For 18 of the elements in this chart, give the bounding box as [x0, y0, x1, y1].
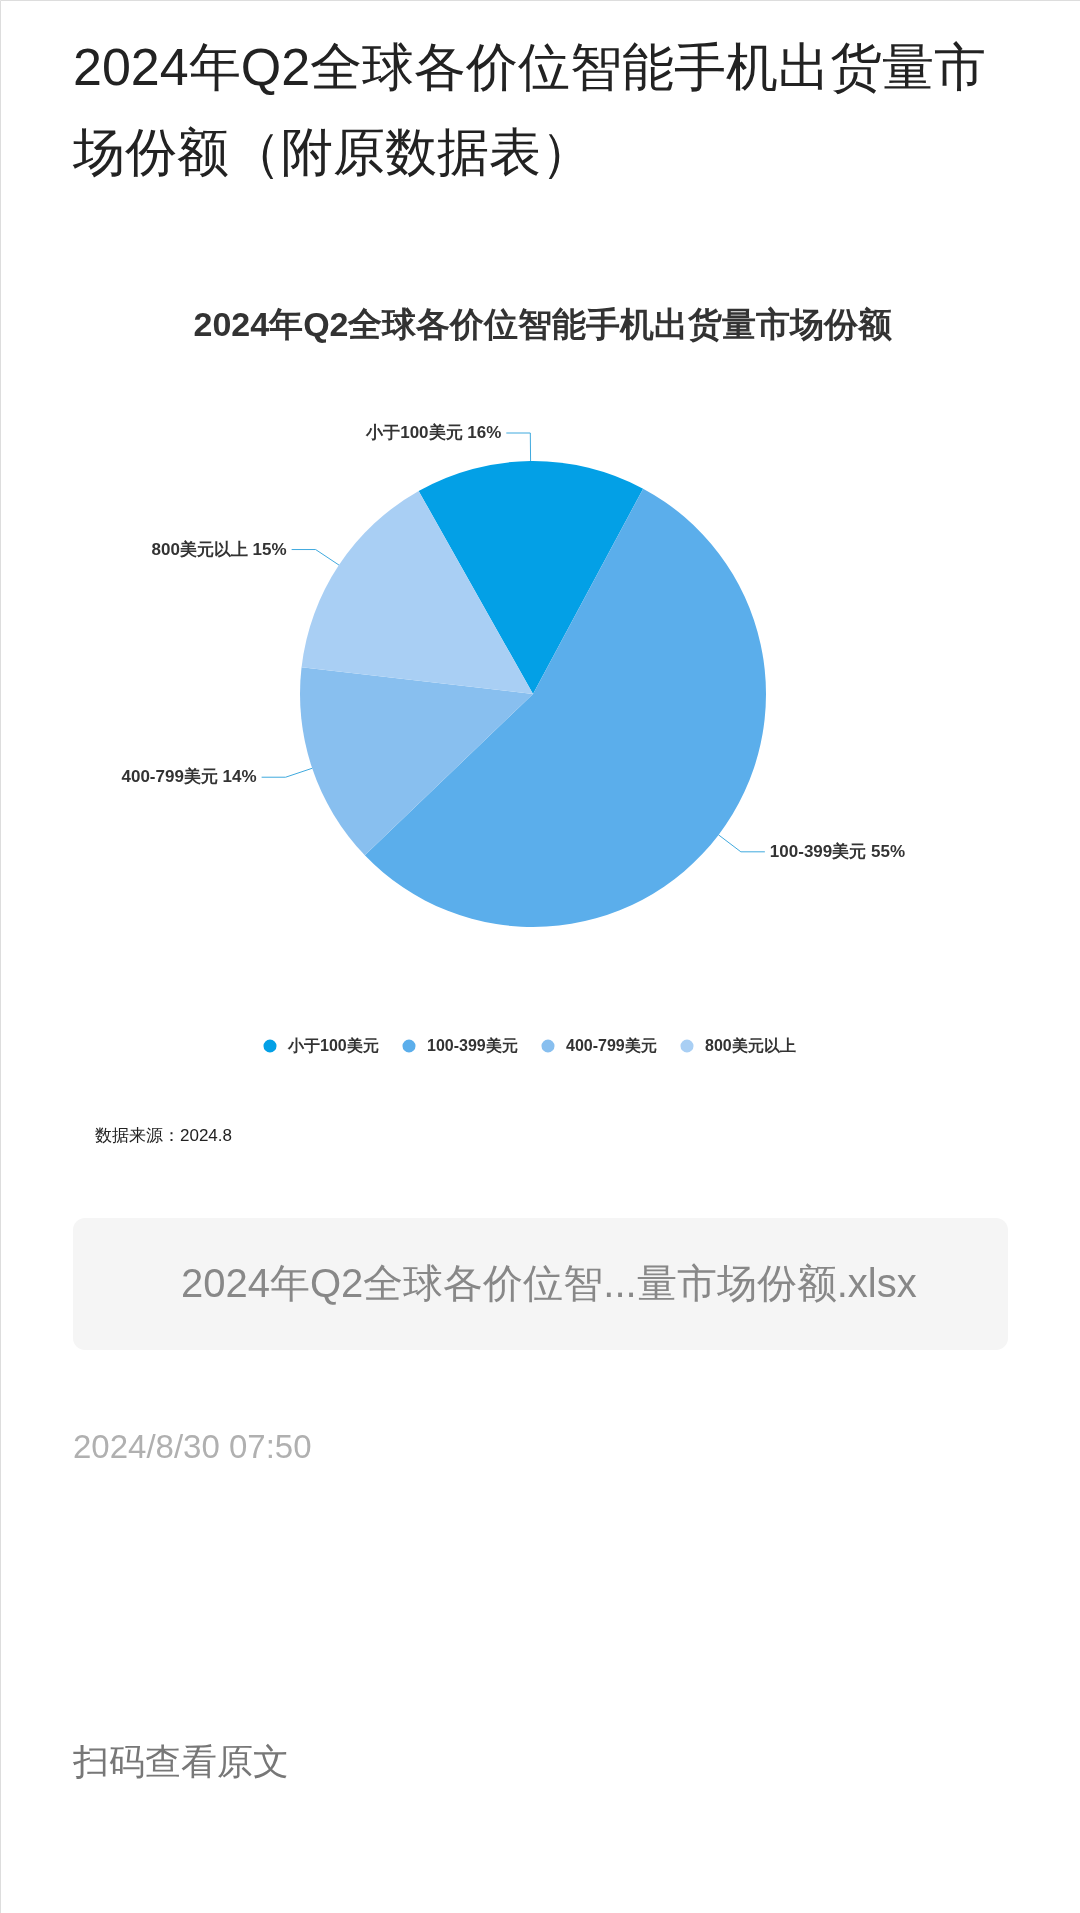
pie-slice [301, 490, 533, 694]
source-note: 数据来源：2024.8 [95, 1126, 232, 1145]
legend-label: 800美元以上 [705, 1036, 796, 1054]
legend-label: 100-399美元 [427, 1036, 518, 1054]
category-label: 400-799美元 14% [121, 767, 257, 787]
pie-slice [364, 488, 766, 927]
text: 扫码查看原文 [72, 1741, 289, 1782]
category-label: 100-399美元 55% [769, 841, 906, 861]
category-label: 小于100美元 16% [366, 423, 502, 443]
chart-title: 2024年Q2全球各价位智能手机出货量市场份额（附原数据表） [72, 38, 987, 181]
category-label: 800美元以上 15% [151, 539, 287, 559]
chart-subtitle: 2024年Q2全球各价位智能手机出货量市场份额 [193, 305, 893, 343]
pie-slice [300, 667, 533, 856]
text: 2024/8/30 07:50 [73, 1428, 312, 1465]
pie-slice [418, 461, 644, 694]
text: 2024年Q2全球各价位智...量市场份额.xlsx [181, 1261, 917, 1305]
legend-label: 小于100美元 [287, 1036, 379, 1054]
legend-label: 400-799美元 [566, 1036, 657, 1054]
